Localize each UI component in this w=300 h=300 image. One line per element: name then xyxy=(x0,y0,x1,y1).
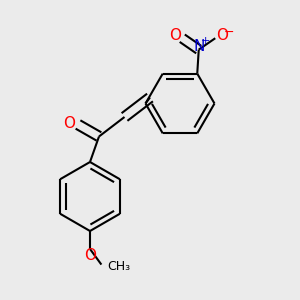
Text: N: N xyxy=(193,38,204,53)
Text: O: O xyxy=(64,116,76,130)
Text: O: O xyxy=(216,28,228,43)
Text: −: − xyxy=(224,26,234,39)
Text: CH₃: CH₃ xyxy=(107,260,130,274)
Text: +: + xyxy=(201,36,210,46)
Text: O: O xyxy=(84,248,96,263)
Text: O: O xyxy=(169,28,181,43)
